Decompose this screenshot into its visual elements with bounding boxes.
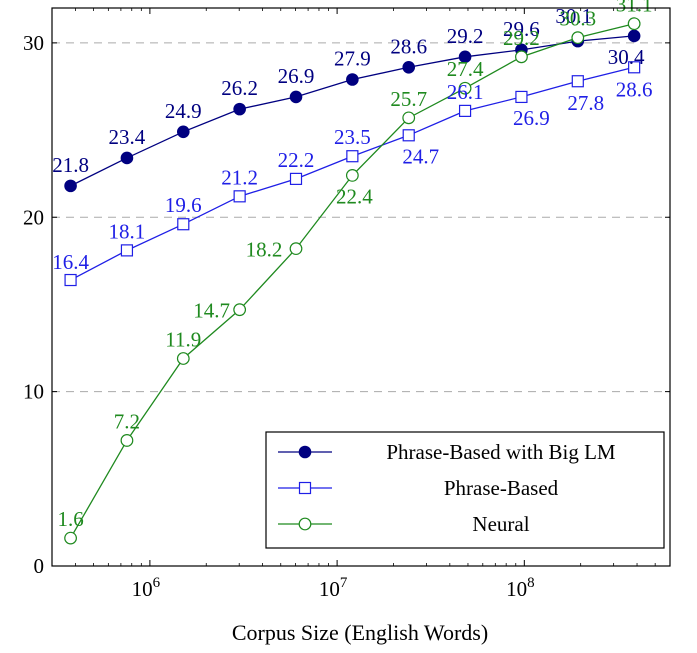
legend-label: Neural bbox=[472, 512, 529, 536]
data-label: 14.7 bbox=[193, 299, 230, 323]
data-point bbox=[64, 531, 77, 545]
plot-series bbox=[64, 17, 641, 545]
data-point bbox=[120, 244, 134, 257]
data-label: 21.8 bbox=[52, 153, 89, 177]
data-label: 21.2 bbox=[221, 165, 258, 189]
data-label: 7.2 bbox=[114, 409, 140, 433]
data-label: 30.4 bbox=[608, 45, 645, 69]
data-label: 1.6 bbox=[57, 507, 83, 531]
data-point bbox=[233, 102, 246, 116]
data-label: 23.4 bbox=[109, 125, 146, 149]
data-point bbox=[64, 179, 77, 193]
data-point bbox=[402, 111, 416, 125]
data-point bbox=[346, 150, 359, 163]
data-point bbox=[571, 31, 585, 45]
data-point bbox=[515, 50, 528, 64]
data-point bbox=[402, 60, 416, 74]
data-point bbox=[289, 242, 303, 256]
data-label: 25.7 bbox=[390, 87, 427, 111]
data-label: 18.2 bbox=[246, 238, 283, 262]
data-label: 22.4 bbox=[336, 184, 373, 208]
data-point bbox=[289, 90, 303, 104]
data-point bbox=[176, 125, 190, 139]
data-label: 29.2 bbox=[447, 24, 484, 48]
data-point bbox=[289, 172, 303, 185]
y-tick-label: 10 bbox=[23, 380, 44, 404]
data-point bbox=[346, 73, 359, 86]
x-tick-label: 107 bbox=[319, 575, 348, 601]
data-point bbox=[515, 90, 528, 104]
data-point bbox=[233, 303, 247, 317]
data-label: 19.6 bbox=[165, 193, 202, 217]
legend-label: Phrase-Based with Big LM bbox=[386, 440, 616, 464]
series-1 bbox=[64, 61, 641, 287]
data-label: 24.9 bbox=[165, 99, 202, 123]
y-tick-label: 30 bbox=[23, 31, 44, 55]
data-point bbox=[120, 434, 134, 447]
legend-label: Phrase-Based bbox=[444, 476, 559, 500]
data-labels: 21.823.424.926.226.927.928.6 29.2 29.630.1… bbox=[52, 0, 652, 531]
data-label: 23.5 bbox=[334, 125, 371, 149]
data-point bbox=[233, 190, 246, 203]
data-point bbox=[458, 81, 472, 95]
y-tick-label: 0 bbox=[34, 554, 45, 578]
data-point bbox=[628, 61, 641, 74]
data-point bbox=[627, 17, 641, 31]
data-point bbox=[458, 50, 472, 64]
grid-lines bbox=[52, 42, 670, 393]
data-point bbox=[402, 129, 415, 142]
data-label: 16.4 bbox=[52, 250, 89, 274]
data-point bbox=[345, 168, 359, 182]
legend-entry: Phrase-Based bbox=[278, 476, 559, 500]
data-label: 27.4 bbox=[447, 57, 484, 81]
legend-box bbox=[265, 431, 665, 549]
data-point bbox=[176, 352, 190, 365]
data-label: 11.9 bbox=[165, 327, 201, 351]
data-label: 22.2 bbox=[278, 148, 315, 172]
axes: 0 10 20 30 106 107 108 bbox=[23, 7, 671, 601]
data-label: 18.1 bbox=[109, 219, 146, 243]
data-label: 28.6 bbox=[390, 34, 427, 58]
data-point bbox=[120, 151, 134, 165]
legend-marker bbox=[298, 445, 312, 459]
x-axis-label: Corpus Size (English Words) bbox=[232, 620, 488, 645]
data-point bbox=[64, 273, 77, 287]
data-label: 29.6 bbox=[503, 17, 540, 41]
data-point bbox=[458, 104, 472, 117]
data-label: 28.6 bbox=[616, 77, 653, 101]
data-point bbox=[627, 29, 641, 43]
data-label: 26.2 bbox=[221, 76, 258, 100]
legend-marker bbox=[298, 481, 312, 495]
data-label: 29.2 bbox=[503, 26, 540, 50]
data-label: 26.9 bbox=[513, 106, 550, 130]
data-point bbox=[177, 218, 190, 231]
legend-entry: Phrase-Based with Big LM bbox=[278, 440, 616, 464]
data-label: 26.1 bbox=[447, 80, 484, 104]
data-label: 27.8 bbox=[567, 91, 604, 115]
legend-entry: Neural bbox=[278, 512, 530, 536]
plot-frame bbox=[51, 7, 671, 567]
legend: Phrase-Based with Big LM Phrase-Based Neur… bbox=[265, 431, 665, 549]
data-point bbox=[571, 75, 584, 88]
legend-marker bbox=[298, 517, 312, 531]
x-tick-label: 106 bbox=[132, 575, 161, 601]
series-2 bbox=[64, 17, 641, 545]
data-label: 27.9 bbox=[334, 46, 371, 70]
data-label: 30.3 bbox=[559, 7, 596, 31]
data-label: 26.9 bbox=[278, 64, 315, 88]
data-label: 24.7 bbox=[402, 144, 439, 168]
x-tick-label: 108 bbox=[506, 575, 535, 601]
y-tick-label: 20 bbox=[23, 205, 44, 229]
